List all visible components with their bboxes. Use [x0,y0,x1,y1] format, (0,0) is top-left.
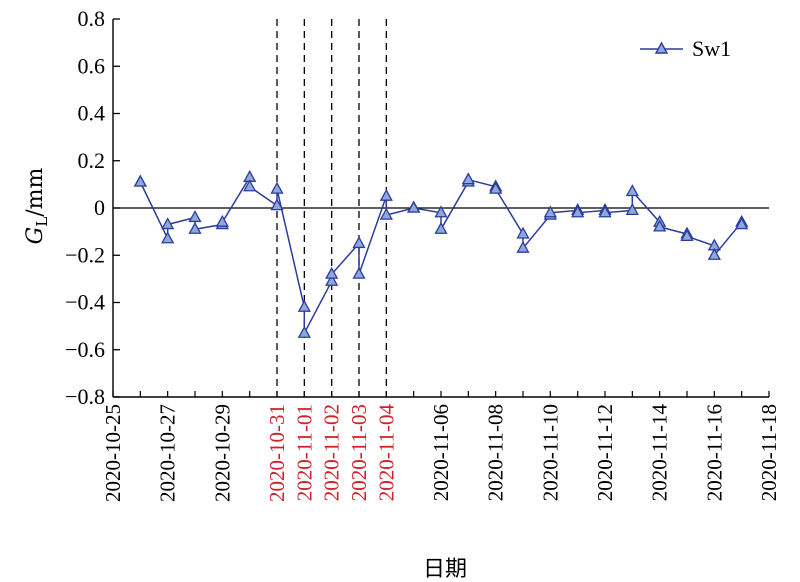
x-tick-label-2020-10-31: 2020-10-31 [265,404,289,502]
x-tick-label-2020-11-03: 2020-11-03 [347,404,371,501]
x-tick-label-2020-11-08: 2020-11-08 [484,404,508,501]
data-point-marker [653,219,667,232]
data-point-marker [270,181,284,194]
x-tick-label-2020-11-16: 2020-11-16 [702,404,726,501]
data-point-marker [516,226,530,239]
data-point-marker [297,299,311,312]
legend-label-sw1: Sw1 [692,36,731,61]
data-point-marker [133,174,147,187]
data-point-marker [352,266,366,279]
data-point-marker [735,217,749,230]
legend: Sw1 [640,36,731,61]
data-point-marker [598,205,612,218]
y-axis-title-sub: L [33,217,51,227]
data-point-marker [625,184,639,197]
y-tick-label: −0.2 [65,242,105,267]
x-axis-title: 日期 [423,557,467,582]
data-point-marker [707,247,721,260]
y-tick-label: 0 [94,195,105,220]
data-point-marker [379,207,393,220]
y-tick-label: 0.6 [78,53,106,78]
x-tick-label-2020-10-29: 2020-10-29 [210,404,234,502]
data-point-marker [325,266,339,279]
data-point-marker [325,273,339,286]
series-line-sw1 [139,174,743,334]
data-point-marker [270,198,284,211]
x-tick-label-2020-11-18: 2020-11-18 [757,404,781,501]
data-point-marker [543,205,557,218]
x-axis-ticks: 2020-10-25 2020-10-27 2020-10-29 2020-10-31… [101,391,781,502]
data-point-marker [680,229,694,242]
x-tick-label-2020-11-14: 2020-11-14 [648,404,672,502]
x-tick-label-2020-11-02: 2020-11-02 [320,404,344,501]
data-point-marker [188,221,202,234]
x-tick-label-2020-11-04: 2020-11-04 [374,404,398,502]
data-point-marker [188,210,202,223]
data-point-marker [161,231,175,244]
data-point-marker [571,205,585,218]
data-point-marker [243,179,257,192]
y-axis-ticks: 0.8 0.6 0.4 0.2 0 −0.2 −0.4 −0.6 −0.8 [65,6,120,409]
x-tick-label-2020-10-25: 2020-10-25 [101,404,125,502]
y-axis-title-main: G [23,227,48,245]
data-point-marker [407,200,421,213]
data-point-marker [516,240,530,253]
y-tick-label: −0.8 [65,384,105,409]
y-tick-label: 0.4 [78,101,106,126]
data-point-marker [625,203,639,216]
x-tick-label-2020-11-12: 2020-11-12 [593,404,617,501]
x-tick-label-2020-10-27: 2020-10-27 [156,404,180,502]
data-point-marker [434,221,448,234]
x-tick-label-2020-11-01: 2020-11-01 [292,404,316,501]
y-axis-title: GL/mm [23,168,51,245]
x-tick-label-2020-11-06: 2020-11-06 [429,404,453,501]
data-point-marker [489,181,503,194]
y-tick-label: −0.4 [65,290,105,315]
y-tick-label: −0.6 [65,337,105,362]
data-point-marker [434,205,448,218]
data-point-marker [161,217,175,230]
data-point-marker [461,172,475,185]
y-axis-title-unit: /mm [23,168,48,217]
y-tick-label: 0.2 [78,148,106,173]
x-tick-label-2020-11-10: 2020-11-10 [538,404,562,501]
data-point-marker [352,236,366,249]
y-tick-label: 0.8 [78,6,106,31]
data-point-marker [297,325,311,338]
data-point-marker [215,214,229,227]
series-sw1 [133,169,749,338]
data-point-marker [379,188,393,201]
legend-marker-triangle [654,41,669,54]
